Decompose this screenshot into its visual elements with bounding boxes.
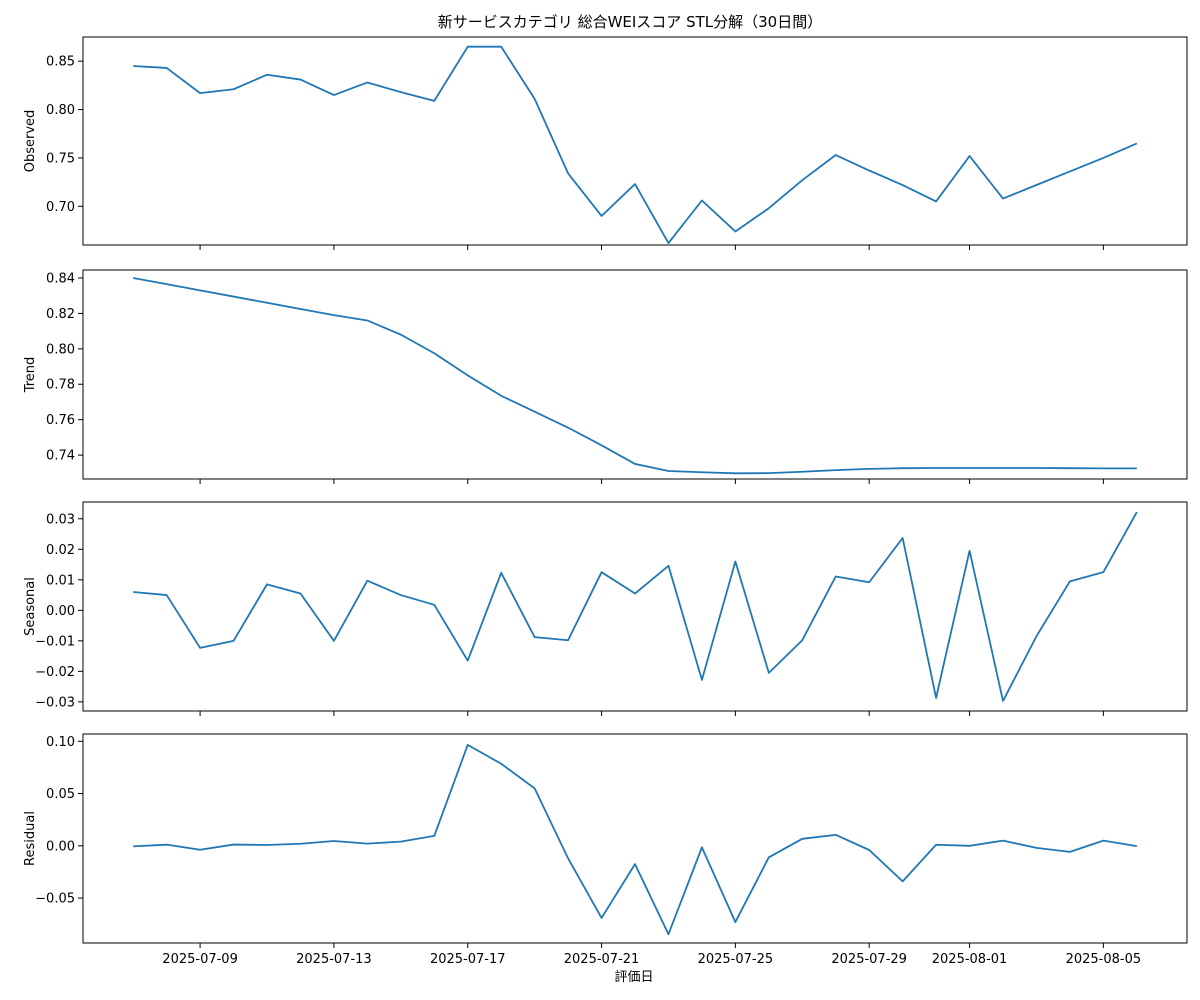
chart-title: 新サービスカテゴリ 総合WEIスコア STL分解（30日間） xyxy=(438,13,822,31)
y-tick-label: −0.02 xyxy=(35,665,75,680)
y-tick-label: 0.85 xyxy=(46,55,75,70)
y-axis-label: Observed xyxy=(23,110,38,173)
x-tick-label: 2025-07-29 xyxy=(831,952,907,967)
panel-trend: 0.74 0.76 0.78 0.80 0.82 0.84 Trend xyxy=(23,269,1188,484)
y-tick-label: 0.70 xyxy=(46,200,75,215)
series-line-seasonal xyxy=(133,511,1138,702)
y-tick-label: 0.80 xyxy=(46,342,75,357)
y-tick-label: 0.00 xyxy=(46,604,75,619)
series-line-observed xyxy=(133,45,1138,244)
y-tick-label: 0.84 xyxy=(46,271,75,286)
axes-frame xyxy=(82,733,1188,944)
panel-residual: −0.05 0.00 0.05 0.10 2025-07-09 2025-07-13 202… xyxy=(23,733,1188,967)
y-tick-label: 0.05 xyxy=(46,787,75,802)
x-tick-label: 2025-07-21 xyxy=(564,952,640,967)
x-tick-label: 2025-08-05 xyxy=(1066,952,1142,967)
x-tick-label: 2025-07-09 xyxy=(162,952,238,967)
y-tick-label: −0.01 xyxy=(35,634,75,649)
y-tick-label: −0.05 xyxy=(35,892,75,907)
y-tick-label: −0.03 xyxy=(35,695,75,710)
y-tick-label: 0.78 xyxy=(46,378,75,393)
axes-frame xyxy=(82,501,1188,712)
x-tick-label: 2025-07-13 xyxy=(296,952,372,967)
y-tick-label: 0.75 xyxy=(46,151,75,166)
x-axis-label: 評価日 xyxy=(614,970,653,985)
panels: 0.70 0.75 0.80 0.85 Observed 0.74 0.76 0.78 0.80… xyxy=(23,36,1188,967)
y-tick-label: 0.01 xyxy=(46,573,75,588)
axes-frame xyxy=(82,36,1188,246)
axes-frame xyxy=(82,269,1188,480)
x-tick-label: 2025-07-17 xyxy=(430,952,506,967)
y-tick-label: 0.82 xyxy=(46,307,75,322)
x-tick-label: 2025-08-01 xyxy=(932,952,1008,967)
y-tick-label: 0.10 xyxy=(46,735,75,750)
y-tick-label: 0.02 xyxy=(46,543,75,558)
y-axis-label: Residual xyxy=(23,811,38,866)
y-tick-label: 0.03 xyxy=(46,512,75,527)
panel-seasonal: −0.03 −0.02 −0.01 0.00 0.01 0.02 0.03 Seasonal xyxy=(23,501,1188,716)
y-axis-label: Trend xyxy=(23,357,38,394)
y-tick-label: 0.80 xyxy=(46,103,75,118)
series-line-residual xyxy=(133,743,1137,936)
series-line-trend xyxy=(133,277,1137,475)
y-tick-label: 0.76 xyxy=(46,413,75,428)
y-tick-label: 0.00 xyxy=(46,839,75,854)
y-axis-label: Seasonal xyxy=(23,577,38,636)
y-tick-label: 0.74 xyxy=(46,449,75,464)
panel-observed: 0.70 0.75 0.80 0.85 Observed xyxy=(23,36,1188,250)
x-tick-label: 2025-07-25 xyxy=(698,952,774,967)
